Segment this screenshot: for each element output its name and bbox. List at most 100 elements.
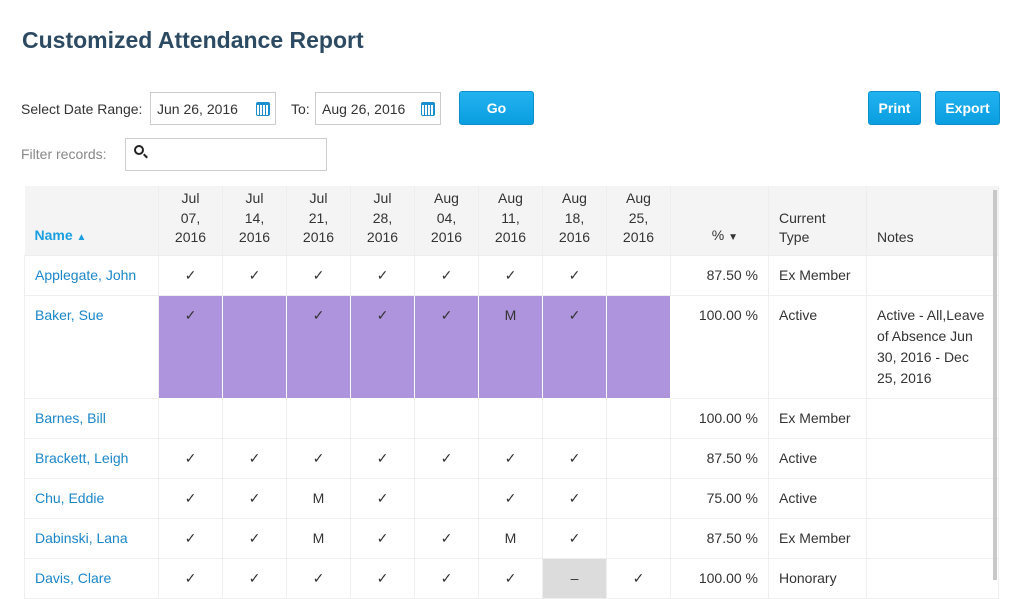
attendance-cell[interactable]: M: [286, 517, 351, 559]
attendance-cell[interactable]: ✓: [158, 437, 223, 479]
attendance-cell[interactable]: ✓: [350, 254, 415, 296]
to-date-input[interactable]: Aug 26, 2016: [315, 92, 441, 125]
attendance-cell[interactable]: ✓: [350, 517, 415, 559]
attendance-cell[interactable]: [222, 294, 287, 399]
calendar-icon[interactable]: [256, 102, 270, 116]
attendance-cell[interactable]: ✓: [414, 437, 479, 479]
attendance-cell[interactable]: [606, 517, 671, 559]
attendance-cell[interactable]: ✓: [158, 477, 223, 519]
date-column-header[interactable]: Jul 21, 2016: [286, 186, 351, 255]
member-name-link[interactable]: Baker, Sue: [35, 306, 104, 323]
attendance-cell[interactable]: M: [478, 294, 543, 399]
attendance-cell[interactable]: ✓: [478, 477, 543, 519]
attendance-cell[interactable]: ✓: [158, 557, 223, 599]
attendance-cell[interactable]: ✓: [222, 477, 287, 519]
attendance-cell[interactable]: ✓: [350, 294, 415, 399]
date-column-header[interactable]: Aug 11, 2016: [478, 186, 543, 255]
date-column-header[interactable]: Aug 04, 2016: [414, 186, 479, 255]
attendance-cell[interactable]: ✓: [222, 437, 287, 479]
attendance-cell[interactable]: [478, 397, 543, 439]
export-button[interactable]: Export: [935, 91, 1000, 125]
attendance-cell[interactable]: [606, 294, 671, 399]
attendance-cell[interactable]: ✓: [222, 557, 287, 599]
attendance-cell[interactable]: [414, 397, 479, 439]
member-name-link[interactable]: Brackett, Leigh: [35, 449, 129, 466]
member-name-link[interactable]: Davis, Clare: [35, 569, 112, 586]
go-button[interactable]: Go: [459, 91, 534, 125]
notes-cell: Active - All,Leave of Absence Jun 30, 20…: [866, 294, 999, 399]
date-header-text: 2016: [238, 229, 271, 245]
filter-input[interactable]: [125, 138, 327, 171]
attendance-cell[interactable]: [222, 397, 287, 439]
attendance-cell[interactable]: [158, 397, 223, 439]
member-name-cell[interactable]: Chu, Eddie: [24, 477, 159, 519]
member-name-link[interactable]: Chu, Eddie: [35, 489, 105, 506]
attendance-cell[interactable]: ✓: [414, 254, 479, 296]
attendance-cell[interactable]: ✓: [350, 437, 415, 479]
member-name-link[interactable]: Applegate, John: [35, 266, 137, 283]
attendance-cell[interactable]: [606, 397, 671, 439]
attendance-cell[interactable]: ✓: [606, 557, 671, 599]
member-name-cell[interactable]: Applegate, John: [24, 254, 159, 296]
percent-column-header[interactable]: % ▼: [670, 186, 769, 255]
attendance-cell[interactable]: ✓: [286, 294, 351, 399]
attendance-cell[interactable]: ✓: [478, 557, 543, 599]
attendance-cell[interactable]: ✓: [542, 254, 607, 296]
attendance-cell[interactable]: ✓: [158, 517, 223, 559]
from-date-input[interactable]: Jun 26, 2016: [150, 92, 276, 125]
attendance-cell[interactable]: [606, 477, 671, 519]
attendance-cell[interactable]: ✓: [286, 254, 351, 296]
attendance-cell[interactable]: ✓: [222, 254, 287, 296]
attendance-cell[interactable]: ✓: [542, 517, 607, 559]
date-header-text: Jul: [181, 190, 200, 206]
attendance-cell[interactable]: [542, 397, 607, 439]
attendance-cell[interactable]: ✓: [542, 477, 607, 519]
attendance-cell[interactable]: [606, 254, 671, 296]
name-column-header[interactable]: Name ▲: [24, 186, 159, 255]
attendance-cell[interactable]: [606, 437, 671, 479]
attendance-cell[interactable]: ✓: [414, 557, 479, 599]
date-column-header[interactable]: Aug 25, 2016: [606, 186, 671, 255]
attendance-cell[interactable]: ✓: [158, 254, 223, 296]
attendance-cell[interactable]: ✓: [478, 437, 543, 479]
attendance-cell[interactable]: ✓: [414, 517, 479, 559]
attendance-cell[interactable]: ✓: [286, 557, 351, 599]
date-column-header[interactable]: Jul 07, 2016: [158, 186, 223, 255]
attendance-cell[interactable]: M: [286, 477, 351, 519]
attendance-cell[interactable]: ✓: [350, 557, 415, 599]
scrollbar[interactable]: [993, 190, 997, 580]
attendance-cell[interactable]: ✓: [350, 477, 415, 519]
attendance-cell[interactable]: [350, 397, 415, 439]
member-name-cell[interactable]: Baker, Sue: [24, 294, 159, 399]
attendance-cell[interactable]: ✓: [414, 294, 479, 399]
attendance-cell[interactable]: [414, 477, 479, 519]
attendance-cell[interactable]: ✓: [158, 294, 223, 399]
to-label: To:: [291, 101, 310, 117]
member-name-cell[interactable]: Brackett, Leigh: [24, 437, 159, 479]
attendance-cell[interactable]: ✓: [478, 254, 543, 296]
member-name-link[interactable]: Barnes, Bill: [35, 409, 106, 426]
attendance-cell[interactable]: ✓: [542, 437, 607, 479]
attendance-cell[interactable]: –: [542, 557, 607, 599]
member-name-cell[interactable]: Davis, Clare: [24, 557, 159, 599]
member-name-cell[interactable]: Dabinski, Lana: [24, 517, 159, 559]
filter-label: Filter records:: [21, 146, 107, 162]
notes-column-header[interactable]: Notes: [866, 186, 999, 255]
type-column-header[interactable]: Current Type: [768, 186, 867, 255]
member-name-cell[interactable]: Barnes, Bill: [24, 397, 159, 439]
date-column-header[interactable]: Jul 28, 2016: [350, 186, 415, 255]
search-icon: [134, 145, 144, 155]
date-column-header[interactable]: Jul 14, 2016: [222, 186, 287, 255]
notes-cell: [866, 254, 999, 296]
attendance-cell[interactable]: [286, 397, 351, 439]
date-column-header[interactable]: Aug 18, 2016: [542, 186, 607, 255]
attendance-cell[interactable]: ✓: [286, 437, 351, 479]
attendance-cell[interactable]: ✓: [222, 517, 287, 559]
attendance-cell[interactable]: M: [478, 517, 543, 559]
print-button[interactable]: Print: [868, 91, 921, 125]
member-name-link[interactable]: Dabinski, Lana: [35, 529, 128, 546]
calendar-icon[interactable]: [421, 102, 435, 116]
page-title: Customized Attendance Report: [22, 27, 364, 53]
date-header-text: 18,: [564, 209, 585, 226]
attendance-cell[interactable]: ✓: [542, 294, 607, 399]
